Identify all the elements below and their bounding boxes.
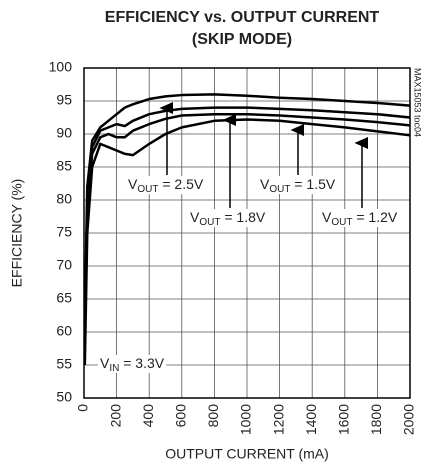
y-tick-label: 55 — [56, 356, 72, 372]
x-tick-label: 2000 — [401, 404, 417, 435]
y-axis-label: EFFICIENCY (%) — [9, 179, 25, 288]
annotation-bg — [126, 176, 206, 194]
chart-title: EFFICIENCY vs. OUTPUT CURRENT — [105, 9, 380, 26]
x-tick-label: 1000 — [238, 404, 254, 435]
plot-frame — [83, 67, 411, 399]
x-tick-label: 600 — [173, 404, 189, 428]
x-tick-label: 400 — [140, 404, 156, 428]
annotation-bg — [188, 209, 268, 227]
annotation-part: V — [322, 209, 332, 225]
y-tick-label: 75 — [56, 224, 72, 240]
x-tick-label: 800 — [205, 404, 221, 428]
annotation-part: = 2.5V — [158, 176, 203, 192]
side-note: MAX15053 toc04 — [413, 68, 423, 137]
line-series — [83, 106, 411, 333]
y-tick-label: 80 — [56, 191, 72, 207]
annotation-sub: OUT — [331, 217, 352, 228]
x-tick-label: 1800 — [368, 404, 384, 435]
line-series — [83, 112, 411, 346]
annotation-sub: OUT — [199, 217, 220, 228]
x-tick-label: 1200 — [270, 404, 286, 435]
y-tick-label: 95 — [56, 92, 72, 108]
annotation-bg — [320, 209, 400, 227]
annotation: VOUT = 1.2V — [322, 209, 398, 228]
annotation: VOUT = 2.5V — [128, 176, 204, 195]
annotation-part: V — [100, 355, 110, 371]
annotation-sub: OUT — [269, 184, 290, 195]
annotation-part: V — [128, 176, 138, 192]
y-tick-label: 70 — [56, 257, 72, 273]
annotation-part: V — [260, 176, 270, 192]
y-tick-label: 60 — [56, 323, 72, 339]
x-tick-label: 200 — [107, 404, 123, 428]
x-tick-label: 1400 — [303, 404, 319, 435]
annotation-sub: IN — [109, 363, 119, 374]
annotation-part: = 3.3V — [119, 355, 164, 371]
y-tick-label: 65 — [56, 290, 72, 306]
annotation: VOUT = 1.5V — [260, 176, 336, 195]
annotation-part: = 1.5V — [290, 176, 335, 192]
line-series — [83, 93, 411, 319]
x-axis-label: OUTPUT CURRENT (mA) — [165, 446, 329, 462]
annotation-sub: OUT — [137, 184, 158, 195]
annotation-part: V — [190, 209, 200, 225]
annotation-part: = 1.8V — [220, 209, 265, 225]
chart-title: (SKIP MODE) — [192, 31, 292, 48]
annotation-bg — [258, 176, 338, 194]
annotation-part: = 1.2V — [352, 209, 397, 225]
annotation-bg — [98, 355, 167, 373]
annotation: VIN = 3.3V — [100, 355, 165, 374]
y-tick-label: 85 — [56, 158, 72, 174]
x-tick-label: 1600 — [336, 404, 352, 435]
x-tick-label: 0 — [75, 404, 91, 412]
y-tick-label: 100 — [49, 59, 73, 75]
y-tick-label: 90 — [56, 125, 72, 141]
line-series — [83, 118, 411, 366]
y-tick-label: 50 — [56, 389, 72, 405]
annotation: VOUT = 1.8V — [190, 209, 266, 228]
